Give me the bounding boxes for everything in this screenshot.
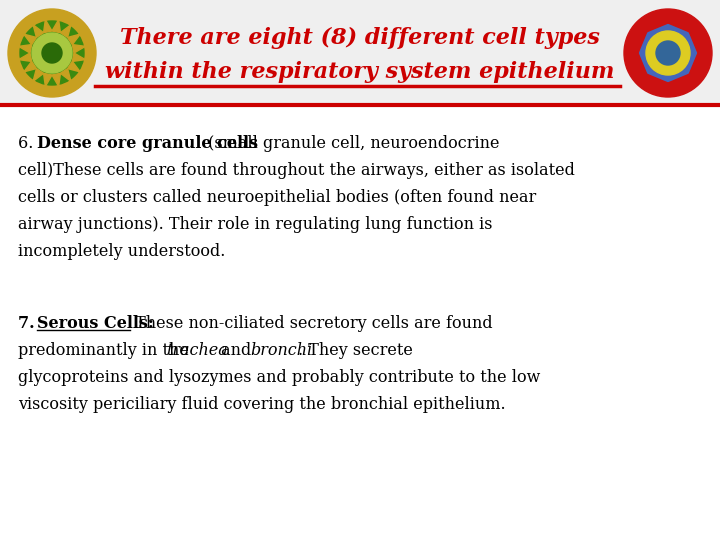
Polygon shape: [68, 62, 80, 72]
Text: These non-ciliated secretory cells are found: These non-ciliated secretory cells are f…: [130, 315, 492, 332]
Text: cell)These cells are found throughout the airways, either as isolated: cell)These cells are found throughout th…: [18, 162, 575, 179]
Polygon shape: [60, 69, 71, 81]
Text: 6.: 6.: [18, 135, 41, 152]
Polygon shape: [24, 62, 37, 72]
Text: Serous Cells:: Serous Cells:: [37, 315, 154, 332]
Polygon shape: [60, 25, 71, 37]
Text: trachea: trachea: [166, 342, 228, 359]
Polygon shape: [647, 74, 668, 93]
Text: and: and: [216, 342, 256, 359]
Text: incompletely understood.: incompletely understood.: [18, 243, 225, 260]
Polygon shape: [33, 69, 44, 81]
Polygon shape: [44, 19, 52, 33]
Polygon shape: [668, 12, 689, 32]
Polygon shape: [19, 53, 32, 62]
Bar: [0, 0, 720, 105]
Text: 7.: 7.: [18, 315, 42, 332]
Text: airway junctions). Their role in regulating lung function is: airway junctions). Their role in regulat…: [18, 216, 492, 233]
Polygon shape: [627, 32, 647, 53]
Polygon shape: [689, 32, 708, 53]
Polygon shape: [627, 53, 647, 74]
Polygon shape: [52, 73, 60, 86]
Circle shape: [42, 43, 62, 63]
Polygon shape: [19, 45, 32, 53]
Circle shape: [656, 41, 680, 65]
Polygon shape: [33, 25, 44, 37]
Circle shape: [624, 9, 712, 97]
Polygon shape: [72, 53, 86, 62]
Text: cells or clusters called neuroepithelial bodies (often found near: cells or clusters called neuroepithelial…: [18, 189, 536, 206]
Text: glycoproteins and lysozymes and probably contribute to the low: glycoproteins and lysozymes and probably…: [18, 369, 541, 386]
Polygon shape: [52, 19, 60, 33]
Text: Dense core granule cells: Dense core granule cells: [37, 135, 258, 152]
Text: predominantly in the: predominantly in the: [18, 342, 194, 359]
Text: viscosity periciliary fluid covering the bronchial epithelium.: viscosity periciliary fluid covering the…: [18, 396, 505, 413]
Polygon shape: [44, 73, 52, 86]
Text: . They secrete: . They secrete: [298, 342, 413, 359]
Circle shape: [646, 31, 690, 75]
Polygon shape: [24, 34, 37, 45]
Text: within the respiratory system epithelium: within the respiratory system epithelium: [105, 61, 615, 83]
Text: There are eight (8) different cell types: There are eight (8) different cell types: [120, 27, 600, 49]
Polygon shape: [668, 74, 689, 93]
Polygon shape: [689, 53, 708, 74]
Circle shape: [32, 33, 72, 73]
Polygon shape: [72, 45, 86, 53]
Polygon shape: [68, 34, 80, 45]
Text: (small granule cell, neuroendocrine: (small granule cell, neuroendocrine: [203, 135, 500, 152]
Polygon shape: [647, 12, 668, 32]
Circle shape: [638, 23, 698, 83]
Circle shape: [8, 9, 96, 97]
Text: bronchi: bronchi: [250, 342, 312, 359]
Circle shape: [20, 21, 84, 85]
